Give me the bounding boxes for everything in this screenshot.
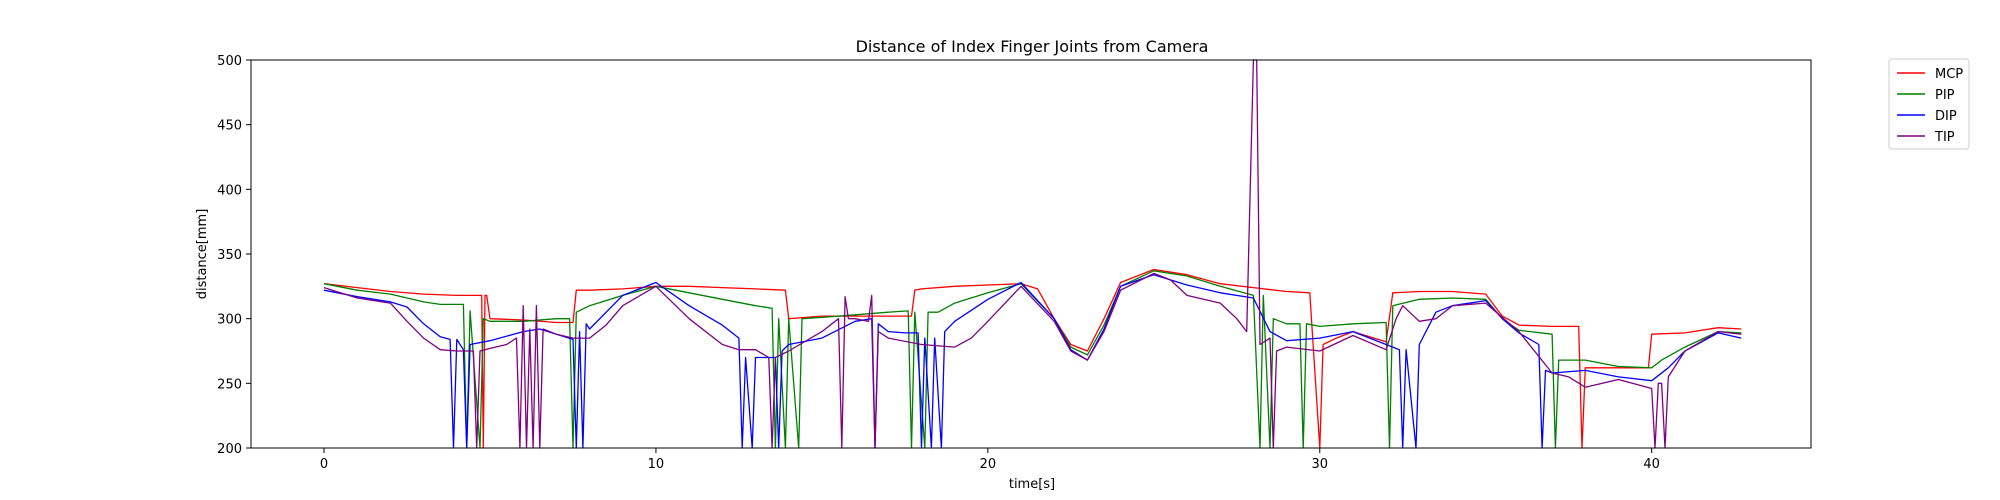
- x-axis-label: time[s]: [1009, 477, 1055, 492]
- x-tick-label: 0: [320, 457, 328, 472]
- y-tick-label: 200: [217, 442, 242, 457]
- legend-label-dip: DIP: [1935, 109, 1957, 124]
- chart-title: Distance of Index Finger Joints from Cam…: [856, 37, 1209, 56]
- series-line-dip: [323, 274, 1742, 449]
- legend-label-tip: TIP: [1934, 130, 1955, 145]
- series-line-pip: [323, 270, 1742, 449]
- x-tick-label: 40: [1643, 457, 1660, 472]
- y-axis-label: distance[mm]: [195, 209, 210, 300]
- legend: MCP PIP DIP TIP: [1888, 58, 1970, 150]
- y-tick-label: 350: [217, 248, 242, 263]
- legend-label-pip: PIP: [1935, 88, 1955, 103]
- x-tick-label: 20: [980, 457, 997, 472]
- y-tick-label: 250: [217, 377, 242, 392]
- y-tick-label: 450: [217, 119, 242, 134]
- y-tick-label: 300: [217, 313, 242, 328]
- y-tick-label: 400: [217, 183, 242, 198]
- legend-label-mcp: MCP: [1935, 67, 1963, 82]
- series-line-tip: [323, 59, 1742, 449]
- y-axis: 200 250 300 350 400 450 500: [217, 54, 251, 457]
- x-tick-label: 10: [648, 457, 665, 472]
- series-group: [323, 59, 1742, 449]
- x-tick-label: 30: [1311, 457, 1328, 472]
- plot-frame: [250, 59, 1812, 449]
- y-tick-label: 500: [217, 54, 242, 69]
- x-axis: 0 10 20 30 40: [320, 448, 1660, 472]
- legend-box: [1888, 58, 1970, 150]
